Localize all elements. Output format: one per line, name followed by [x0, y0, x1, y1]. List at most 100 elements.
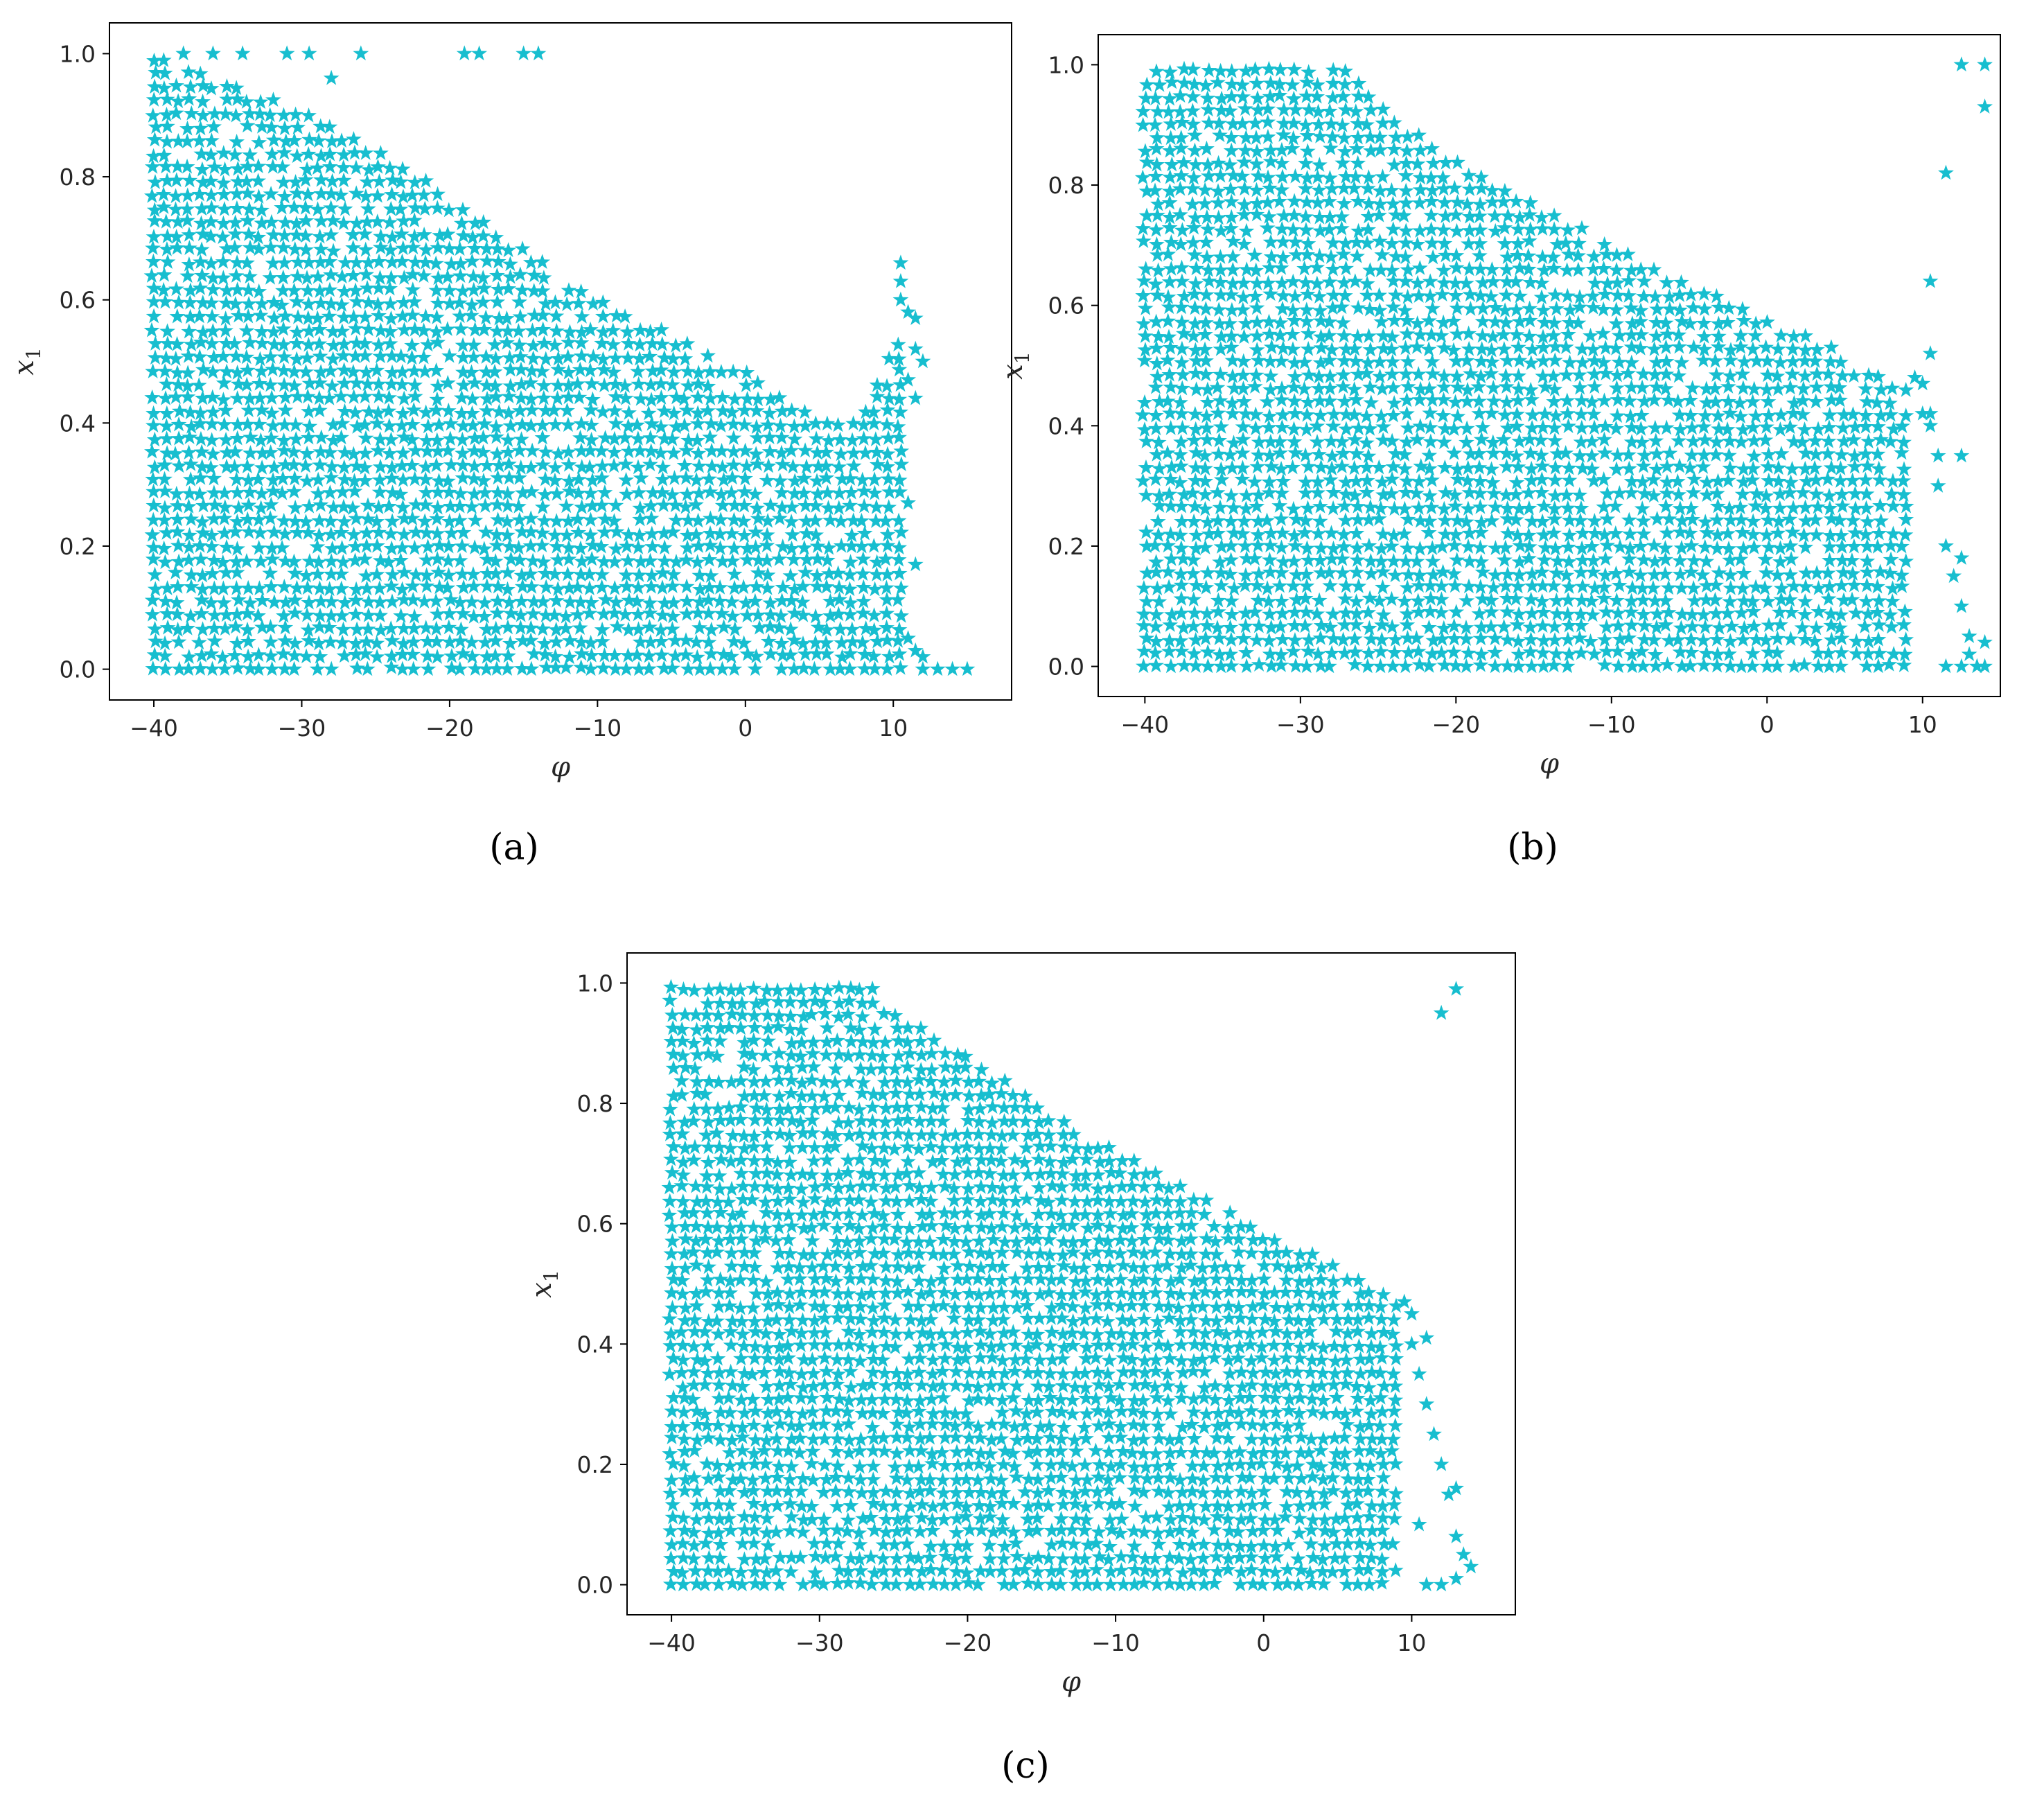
data-point: [488, 229, 504, 245]
data-point: [158, 107, 175, 122]
data-point: [1445, 313, 1462, 329]
data-point: [1235, 274, 1252, 290]
data-point: [1246, 247, 1263, 263]
data-point: [1697, 514, 1713, 529]
data-point: [666, 405, 682, 421]
data-point: [1585, 563, 1601, 579]
data-point: [852, 1151, 868, 1167]
data-point: [1335, 378, 1351, 394]
data-point: [1262, 537, 1278, 553]
data-point: [856, 525, 873, 541]
data-point: [558, 620, 574, 636]
data-point: [175, 45, 192, 61]
data-point: [466, 578, 482, 594]
data-point: [371, 307, 387, 323]
data-point: [818, 645, 835, 661]
data-point: [1709, 631, 1725, 647]
data-point: [840, 1286, 856, 1301]
data-point: [1286, 553, 1302, 568]
data-point: [1134, 169, 1151, 185]
data-point: [512, 266, 529, 282]
data-point: [321, 308, 337, 324]
data-point: [1558, 487, 1575, 502]
data-point: [159, 323, 175, 339]
data-point: [712, 995, 728, 1010]
data-point: [1610, 658, 1627, 674]
data-point: [806, 1284, 822, 1299]
data-point: [439, 374, 456, 390]
data-point: [782, 1154, 798, 1170]
data-point: [886, 1141, 903, 1157]
data-point: [1821, 658, 1838, 674]
data-point: [831, 979, 847, 995]
data-point: [371, 499, 387, 515]
data-point: [676, 391, 692, 406]
data-point: [772, 1549, 788, 1565]
data-point: [1573, 406, 1589, 421]
data-point: [818, 1270, 834, 1286]
data-point: [1160, 313, 1177, 329]
data-point: [1772, 354, 1788, 370]
data-point: [146, 431, 163, 447]
data-point: [893, 579, 909, 595]
data-point: [524, 442, 540, 458]
data-point: [310, 485, 326, 501]
data-point: [736, 527, 752, 543]
data-point: [1847, 485, 1863, 501]
data-point: [298, 567, 315, 583]
data-point: [1235, 301, 1251, 317]
data-point: [924, 1522, 941, 1538]
data-point: [1561, 472, 1578, 488]
data-point: [1621, 288, 1637, 303]
data-point: [203, 595, 220, 610]
data-point: [145, 107, 161, 123]
data-point: [700, 1365, 716, 1381]
data-point: [534, 429, 551, 445]
data-point: [1447, 526, 1464, 542]
data-point: [876, 1218, 892, 1234]
data-point: [1411, 541, 1428, 556]
data-point: [653, 419, 669, 434]
data-point: [869, 388, 886, 404]
data-point: [1188, 577, 1205, 593]
data-point: [1620, 246, 1636, 261]
data-point: [1512, 288, 1528, 304]
data-point: [1425, 155, 1442, 170]
data-point: [1299, 540, 1315, 556]
data-point: [876, 1005, 892, 1021]
data-point: [1881, 395, 1898, 410]
data-point: [1723, 352, 1739, 367]
data-point: [348, 159, 364, 175]
data-point: [1135, 220, 1152, 236]
data-point: [712, 540, 728, 555]
data-point: [783, 1166, 800, 1182]
data-point: [714, 660, 730, 676]
data-point: [606, 457, 622, 473]
data-point: [1883, 551, 1899, 567]
data-point: [1684, 380, 1701, 396]
data-point: [1607, 498, 1623, 514]
data-point: [841, 581, 858, 597]
data-point: [1757, 432, 1774, 448]
data-point: [840, 1246, 856, 1262]
data-point: [1745, 513, 1761, 529]
data-point: [1523, 355, 1540, 370]
data-point: [299, 161, 315, 177]
data-point: [477, 524, 494, 539]
data-point: [640, 405, 657, 421]
data-point: [1761, 617, 1777, 633]
data-point: [1323, 460, 1340, 476]
data-point: [677, 1218, 694, 1234]
data-point: [1473, 646, 1490, 662]
data-point: [416, 363, 433, 379]
data-point: [1287, 632, 1303, 647]
x-axis-label: φ: [551, 751, 570, 783]
data-point: [1223, 538, 1240, 553]
data-point: [1400, 261, 1416, 277]
data-point: [1508, 405, 1525, 421]
data-point: [1781, 484, 1798, 500]
data-point: [394, 581, 411, 597]
data-point: [242, 595, 258, 611]
data-point: [1262, 381, 1279, 397]
data-point: [771, 1377, 788, 1393]
